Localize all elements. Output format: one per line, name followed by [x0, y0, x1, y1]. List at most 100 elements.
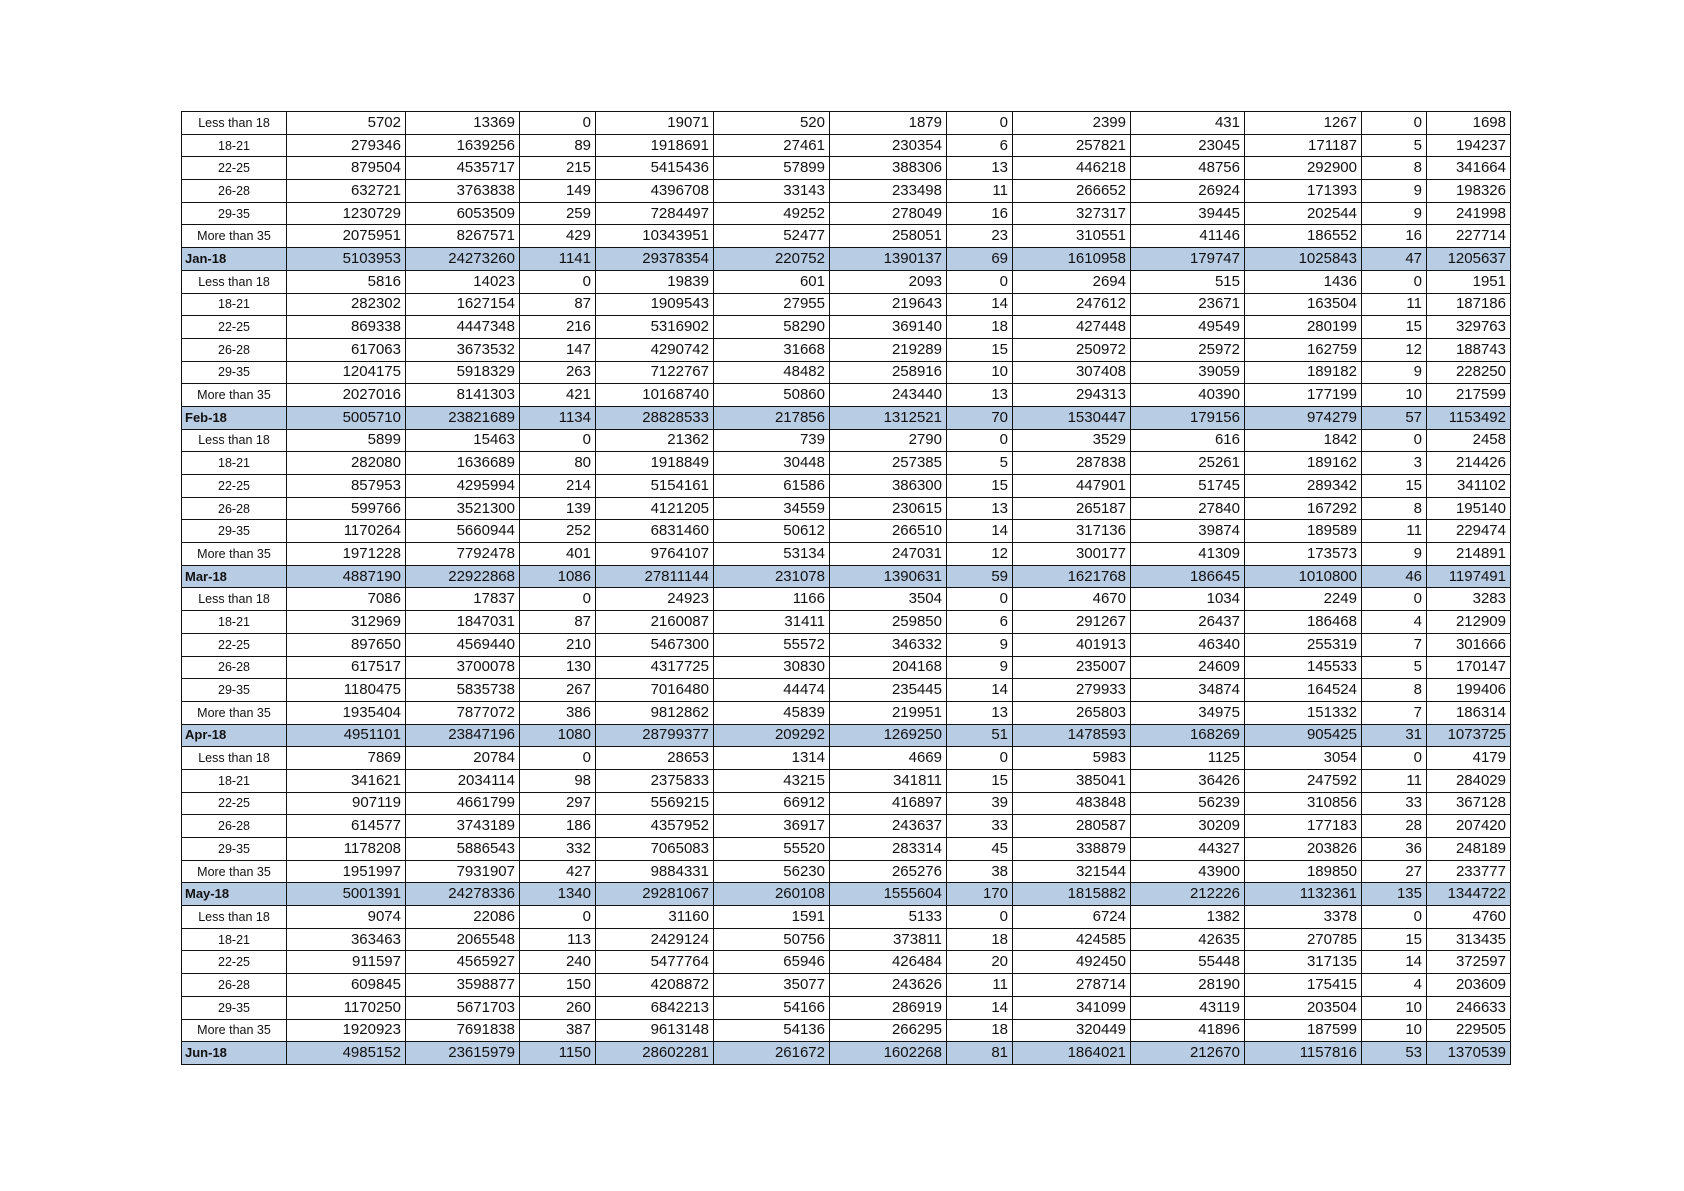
table-cell: 1197491: [1426, 564, 1511, 589]
table-row: 29-35 1180475 5835738 267 7016480 44474 235445…: [181, 678, 1511, 702]
table-cell: 0: [946, 428, 1013, 453]
table-cell: 5: [1361, 655, 1427, 680]
table-cell: 7: [1361, 700, 1427, 725]
table-cell: 2027016: [286, 383, 406, 407]
table-cell: 1602268: [829, 1041, 947, 1065]
table-cell: 1627154: [405, 292, 520, 317]
table-cell: 31160: [595, 905, 714, 929]
age-group-label: 29-35: [181, 201, 287, 226]
table-cell: 8: [1361, 496, 1427, 521]
table-cell: 50756: [713, 927, 830, 952]
table-cell: 13: [946, 700, 1013, 725]
table-cell: 9: [1361, 201, 1427, 226]
table-cell: 515: [1130, 269, 1245, 294]
table-cell: 284029: [1426, 768, 1511, 793]
age-group-label: 26-28: [181, 337, 287, 362]
table-cell: 282302: [286, 292, 406, 317]
table-cell: 162759: [1244, 337, 1362, 362]
age-group-label: Less than 18: [181, 269, 287, 294]
table-cell: 1920923: [286, 1018, 406, 1043]
table-cell: 5702: [286, 111, 406, 135]
table-cell: 243626: [829, 973, 947, 997]
table-cell: 447901: [1012, 474, 1131, 498]
table-cell: 18: [946, 927, 1013, 952]
table-row: 22-25 907119 4661799 297 5569215 66912 416897 3…: [181, 791, 1511, 816]
table-cell: 20: [946, 950, 1013, 975]
table-cell: 130: [519, 655, 596, 680]
table-cell: 4760: [1426, 905, 1511, 929]
table-cell: 15: [946, 337, 1013, 362]
table-cell: 1610958: [1012, 247, 1131, 271]
table-cell: 171187: [1244, 133, 1362, 158]
table-cell: 258916: [829, 360, 947, 385]
table-cell: 9: [1361, 542, 1427, 566]
table-cell: 341102: [1426, 474, 1511, 498]
table-cell: 1951997: [286, 859, 406, 884]
table-cell: 0: [946, 746, 1013, 770]
table-cell: 259850: [829, 610, 947, 634]
table-body: Less than 18 5702 13369 0 19071 520 1879 0 2399 4…: [181, 111, 1511, 1065]
table-cell: 214: [519, 474, 596, 498]
table-cell: 25972: [1130, 337, 1245, 362]
table-cell: 369140: [829, 315, 947, 339]
table-cell: 229474: [1426, 519, 1511, 544]
table-cell: 7065083: [595, 837, 714, 861]
table-cell: 18: [946, 1018, 1013, 1043]
table-cell: 10: [1361, 383, 1427, 407]
table-cell: 0: [1361, 428, 1427, 453]
table-cell: 0: [519, 746, 596, 770]
age-group-label: 29-35: [181, 678, 287, 702]
table-row: 29-35 1170250 5671703 260 6842213 54166 286919…: [181, 995, 1511, 1020]
table-cell: 179747: [1130, 247, 1245, 271]
table-cell: 287838: [1012, 451, 1131, 475]
table-cell: 327317: [1012, 201, 1131, 226]
table-cell: 149: [519, 179, 596, 203]
age-group-label: 18-21: [181, 768, 287, 793]
table-cell: 228250: [1426, 360, 1511, 385]
table-cell: 261672: [713, 1041, 830, 1065]
table-cell: 1636689: [405, 451, 520, 475]
table-cell: 1951: [1426, 269, 1511, 294]
table-cell: 1370539: [1426, 1041, 1511, 1065]
table-cell: 282080: [286, 451, 406, 475]
table-cell: 5899: [286, 428, 406, 453]
table-cell: 54136: [713, 1018, 830, 1043]
table-row: 26-28 599766 3521300 139 4121205 34559 230615 1…: [181, 496, 1511, 521]
table-cell: 0: [946, 587, 1013, 612]
table-row: More than 35 2027016 8141303 421 10168740 508…: [181, 383, 1511, 407]
table-cell: 14023: [405, 269, 520, 294]
table-cell: 1086: [519, 564, 596, 589]
table-cell: 2694: [1012, 269, 1131, 294]
table-cell: 168269: [1130, 723, 1245, 748]
table-cell: 1034: [1130, 587, 1245, 612]
table-cell: 31: [1361, 723, 1427, 748]
table-cell: 33: [946, 814, 1013, 838]
table-cell: 4565927: [405, 950, 520, 975]
table-row: 22-25 879504 4535717 215 5415436 57899 388306 1…: [181, 156, 1511, 181]
table-cell: 11: [1361, 768, 1427, 793]
table-cell: 1267: [1244, 111, 1362, 135]
table-cell: 46: [1361, 564, 1427, 589]
table-cell: 9884331: [595, 859, 714, 884]
table-cell: 5671703: [405, 995, 520, 1020]
table-cell: 5467300: [595, 632, 714, 657]
table-cell: 163504: [1244, 292, 1362, 317]
table-cell: 609845: [286, 973, 406, 997]
table-cell: 39874: [1130, 519, 1245, 544]
table-cell: 1918849: [595, 451, 714, 475]
table-cell: 1909543: [595, 292, 714, 317]
table-cell: 2790: [829, 428, 947, 453]
table-cell: 44327: [1130, 837, 1245, 861]
table-cell: 1134: [519, 405, 596, 430]
table-cell: 173573: [1244, 542, 1362, 566]
table-cell: 53: [1361, 1041, 1427, 1065]
table-cell: 492450: [1012, 950, 1131, 975]
table-cell: 203826: [1244, 837, 1362, 861]
table-cell: 310551: [1012, 224, 1131, 249]
table-row: 18-21 279346 1639256 89 1918691 27461 230354 6 2…: [181, 133, 1511, 158]
table-cell: 23821689: [405, 405, 520, 430]
table-cell: 26437: [1130, 610, 1245, 634]
table-cell: 15: [1361, 927, 1427, 952]
table-cell: 320449: [1012, 1018, 1131, 1043]
table-cell: 186: [519, 814, 596, 838]
